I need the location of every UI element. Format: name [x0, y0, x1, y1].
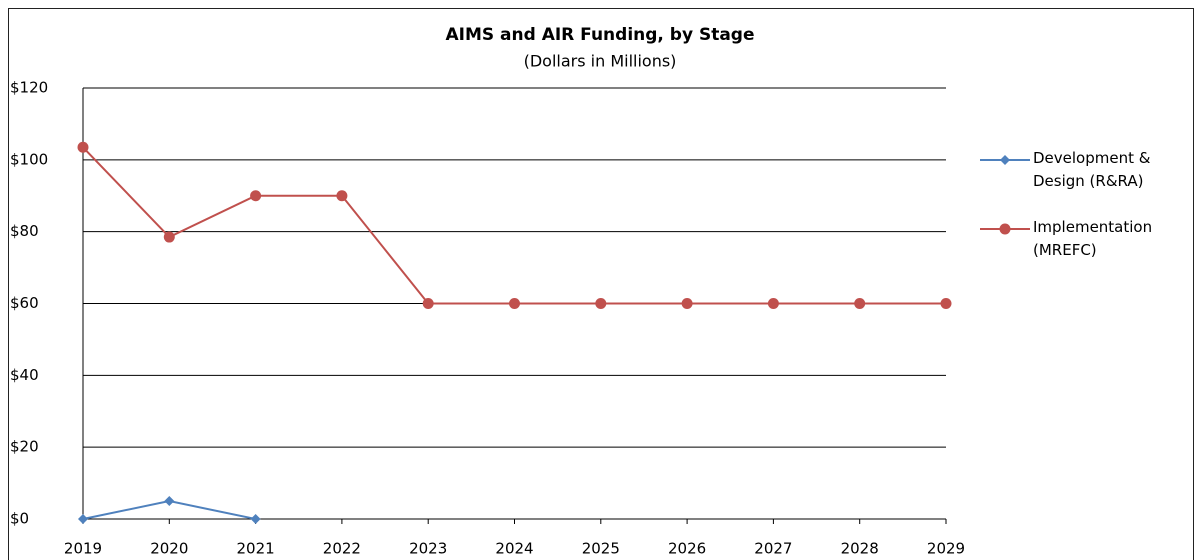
x-tick-label: 2020	[150, 540, 188, 558]
legend-marker	[999, 223, 1011, 235]
data-point	[77, 141, 89, 153]
data-point	[250, 190, 262, 202]
data-point	[164, 496, 175, 507]
x-tick-label: 2022	[323, 540, 361, 558]
data-point	[681, 298, 693, 309]
chart-subtitle: (Dollars in Millions)	[524, 52, 677, 71]
x-tick-label: 2024	[495, 540, 533, 558]
data-point	[595, 298, 607, 309]
chart-title: AIMS and AIR Funding, by Stage	[445, 25, 754, 45]
x-tick-label: 2021	[237, 540, 275, 558]
y-tick-label: $20	[10, 438, 39, 456]
legend-marker	[1000, 155, 1010, 165]
x-tick-label: 2026	[668, 540, 706, 558]
data-point	[509, 298, 520, 309]
frame	[8, 8, 1194, 560]
x-tick-label: 2019	[64, 540, 102, 558]
legend-label: Development & Design (R&RA)	[1033, 149, 1151, 190]
data-point	[250, 514, 261, 524]
x-tick-label: 2029	[927, 540, 965, 558]
x-tick-label: 2023	[409, 540, 447, 558]
y-tick-label: $60	[10, 294, 39, 312]
y-tick-label: $80	[10, 222, 39, 240]
legend-label: Implementation (MREFC)	[1033, 218, 1153, 259]
series-line	[82, 146, 946, 305]
data-point	[422, 298, 434, 309]
data-point	[336, 190, 348, 202]
y-tick-label: $100	[10, 150, 48, 168]
y-tick-label: $40	[10, 366, 39, 384]
data-point	[854, 298, 866, 309]
data-point	[78, 514, 88, 524]
y-tick-label: $120	[10, 79, 48, 97]
data-point	[940, 298, 952, 309]
x-tick-label: 2025	[582, 540, 620, 558]
x-tick-label: 2027	[754, 540, 792, 558]
data-point	[767, 298, 779, 309]
y-tick-label: $0	[10, 510, 29, 528]
data-point	[163, 231, 175, 243]
x-tick-label: 2028	[841, 540, 879, 558]
